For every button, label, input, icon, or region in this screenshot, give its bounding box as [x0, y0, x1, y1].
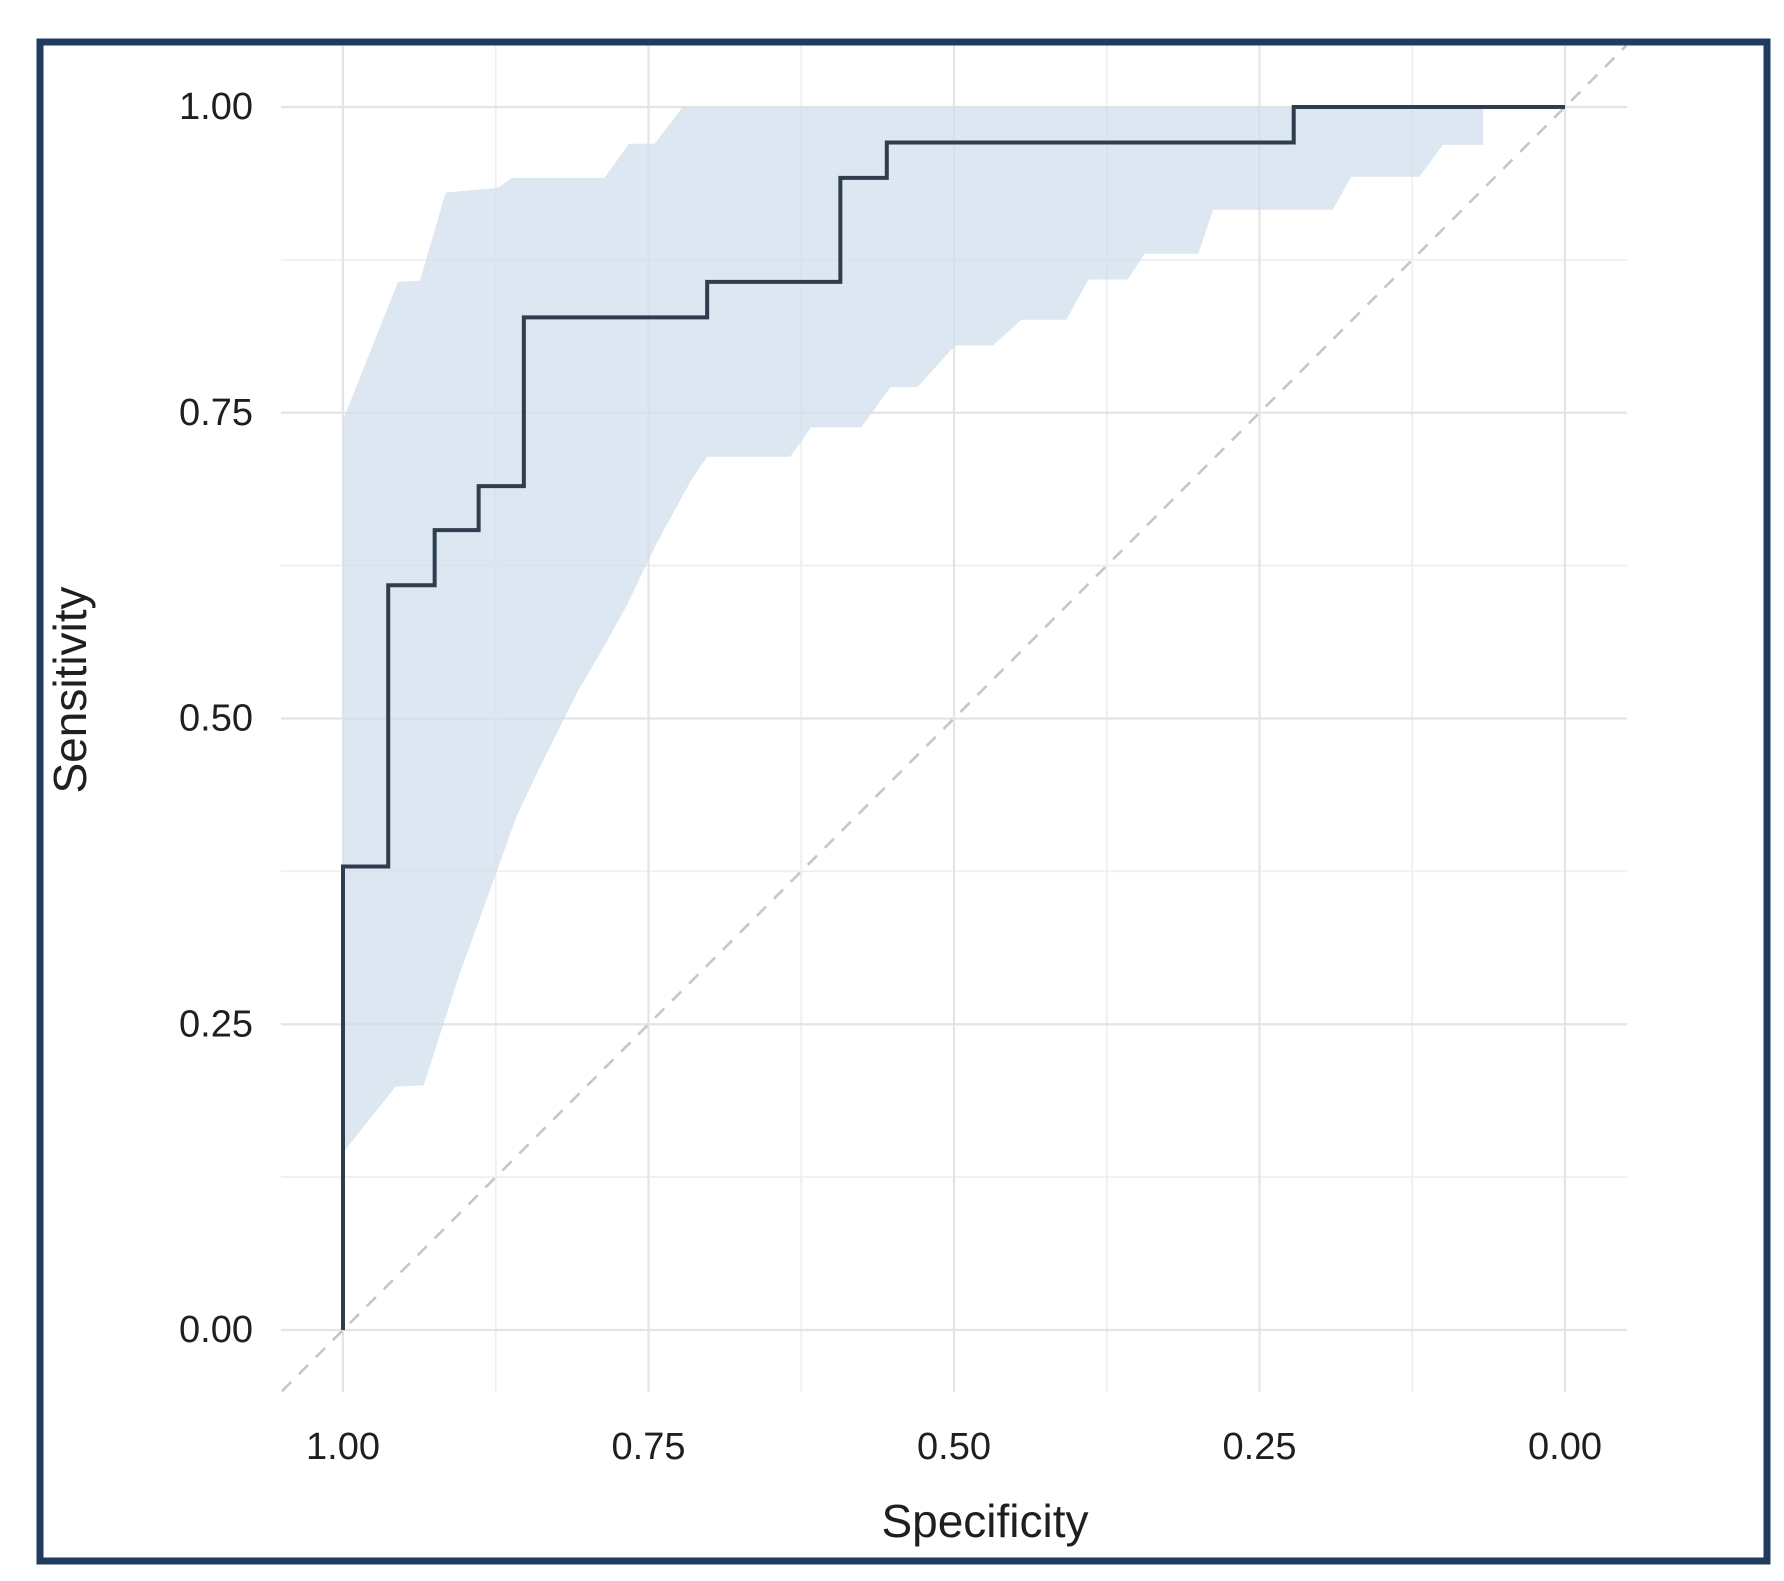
y-axis-title: Sensitivity	[44, 586, 96, 793]
figure-border	[36, 38, 1771, 1565]
x-tick-label: 0.75	[612, 1426, 686, 1468]
x-axis-title: Specificity	[881, 1495, 1088, 1547]
y-tick-label: 0.50	[179, 698, 253, 740]
x-tick-label: 0.50	[917, 1426, 991, 1468]
x-tick-label: 0.00	[1528, 1426, 1602, 1468]
x-axis-tick-labels: 1.00 0.75 0.50 0.25 0.00	[306, 1426, 1602, 1468]
x-tick-label: 1.00	[306, 1426, 380, 1468]
y-tick-label: 0.00	[179, 1309, 253, 1351]
y-tick-label: 1.00	[179, 86, 253, 128]
y-axis-tick-labels: 0.00 0.25 0.50 0.75 1.00	[179, 86, 253, 1351]
y-tick-label: 0.25	[179, 1003, 253, 1045]
roc-curve-line	[341, 105, 1565, 1330]
chance-diagonal-line	[280, 44, 1628, 1393]
x-tick-label: 0.25	[1223, 1426, 1297, 1468]
confidence-band	[343, 107, 1565, 1153]
y-tick-label: 0.75	[179, 392, 253, 434]
